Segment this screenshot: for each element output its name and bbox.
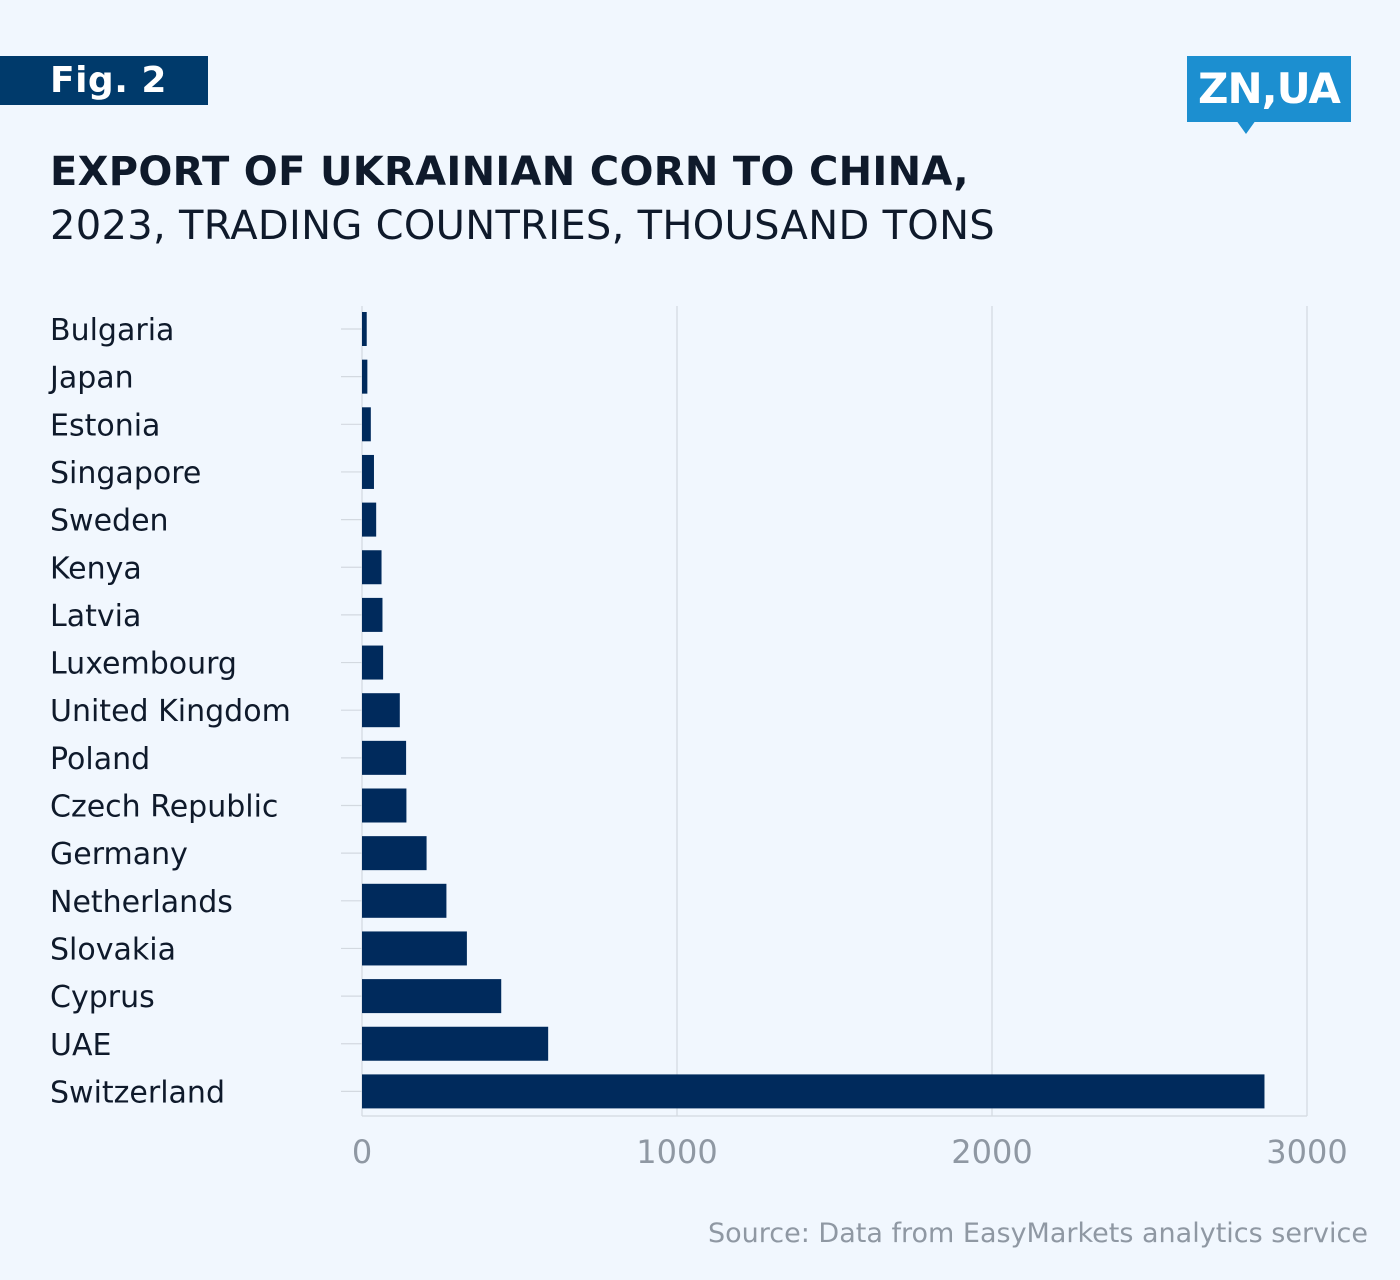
bar-germany — [362, 836, 427, 871]
category-label-germany: Germany — [50, 837, 188, 872]
category-label-netherlands: Netherlands — [50, 885, 233, 920]
bar-sweden — [362, 502, 377, 537]
category-label-japan: Japan — [48, 361, 134, 396]
bar-cyprus — [362, 979, 502, 1014]
bar-united-kingdom — [362, 693, 400, 728]
x-tick-label-0: 0 — [352, 1133, 372, 1171]
category-label-slovakia: Slovakia — [50, 932, 176, 967]
x-tick-label-1000: 1000 — [636, 1133, 717, 1171]
category-label-singapore: Singapore — [50, 456, 201, 491]
category-label-sweden: Sweden — [50, 504, 169, 539]
bar-slovakia — [362, 931, 467, 966]
bar-luxembourg — [362, 645, 384, 680]
x-tick-label-2000: 2000 — [951, 1133, 1032, 1171]
bar-switzerland — [362, 1074, 1265, 1109]
bar-singapore — [362, 454, 374, 489]
logo-speech-tail-icon — [1236, 120, 1256, 134]
bar-netherlands — [362, 883, 447, 918]
bar-poland — [362, 740, 407, 775]
bar-japan — [362, 359, 368, 394]
category-label-kenya: Kenya — [50, 551, 142, 586]
bar-czech-republic — [362, 788, 407, 823]
x-axis-tick-labels: 0 1000 2000 3000 — [352, 1133, 1348, 1171]
gridlines — [361, 306, 1308, 1117]
category-label-uae: UAE — [50, 1028, 111, 1063]
category-label-luxembourg: Luxembourg — [50, 647, 237, 682]
category-label-latvia: Latvia — [50, 599, 141, 634]
bar-kenya — [362, 550, 382, 585]
category-label-cyprus: Cyprus — [50, 980, 155, 1015]
bar-latvia — [362, 597, 383, 632]
category-labels: Bulgaria Japan Estonia Singapore Sweden Kenya… — [48, 313, 291, 1110]
category-ticks — [341, 328, 362, 1093]
bar-uae — [362, 1026, 549, 1061]
category-label-estonia: Estonia — [50, 408, 160, 443]
category-label-united-kingdom: United Kingdom — [50, 694, 291, 729]
bars — [362, 312, 1265, 1109]
bar-bulgaria — [362, 312, 367, 346]
figure-label: Fig. 2 — [0, 56, 208, 105]
category-label-poland: Poland — [50, 742, 150, 777]
zn-ua-logo: ZN,UA — [1187, 56, 1351, 122]
chart-title: EXPORT OF UKRAINIAN CORN TO CHINA, — [50, 149, 969, 195]
category-label-bulgaria: Bulgaria — [50, 313, 174, 348]
category-label-switzerland: Switzerland — [50, 1075, 225, 1110]
x-tick-label-3000: 3000 — [1266, 1133, 1347, 1171]
category-label-czech-republic: Czech Republic — [50, 790, 278, 825]
bar-estonia — [362, 407, 371, 442]
source-note: Source: Data from EasyMarkets analytics … — [708, 1218, 1368, 1249]
chart-subtitle: 2023, TRADING COUNTRIES, THOUSAND TONS — [50, 203, 995, 249]
